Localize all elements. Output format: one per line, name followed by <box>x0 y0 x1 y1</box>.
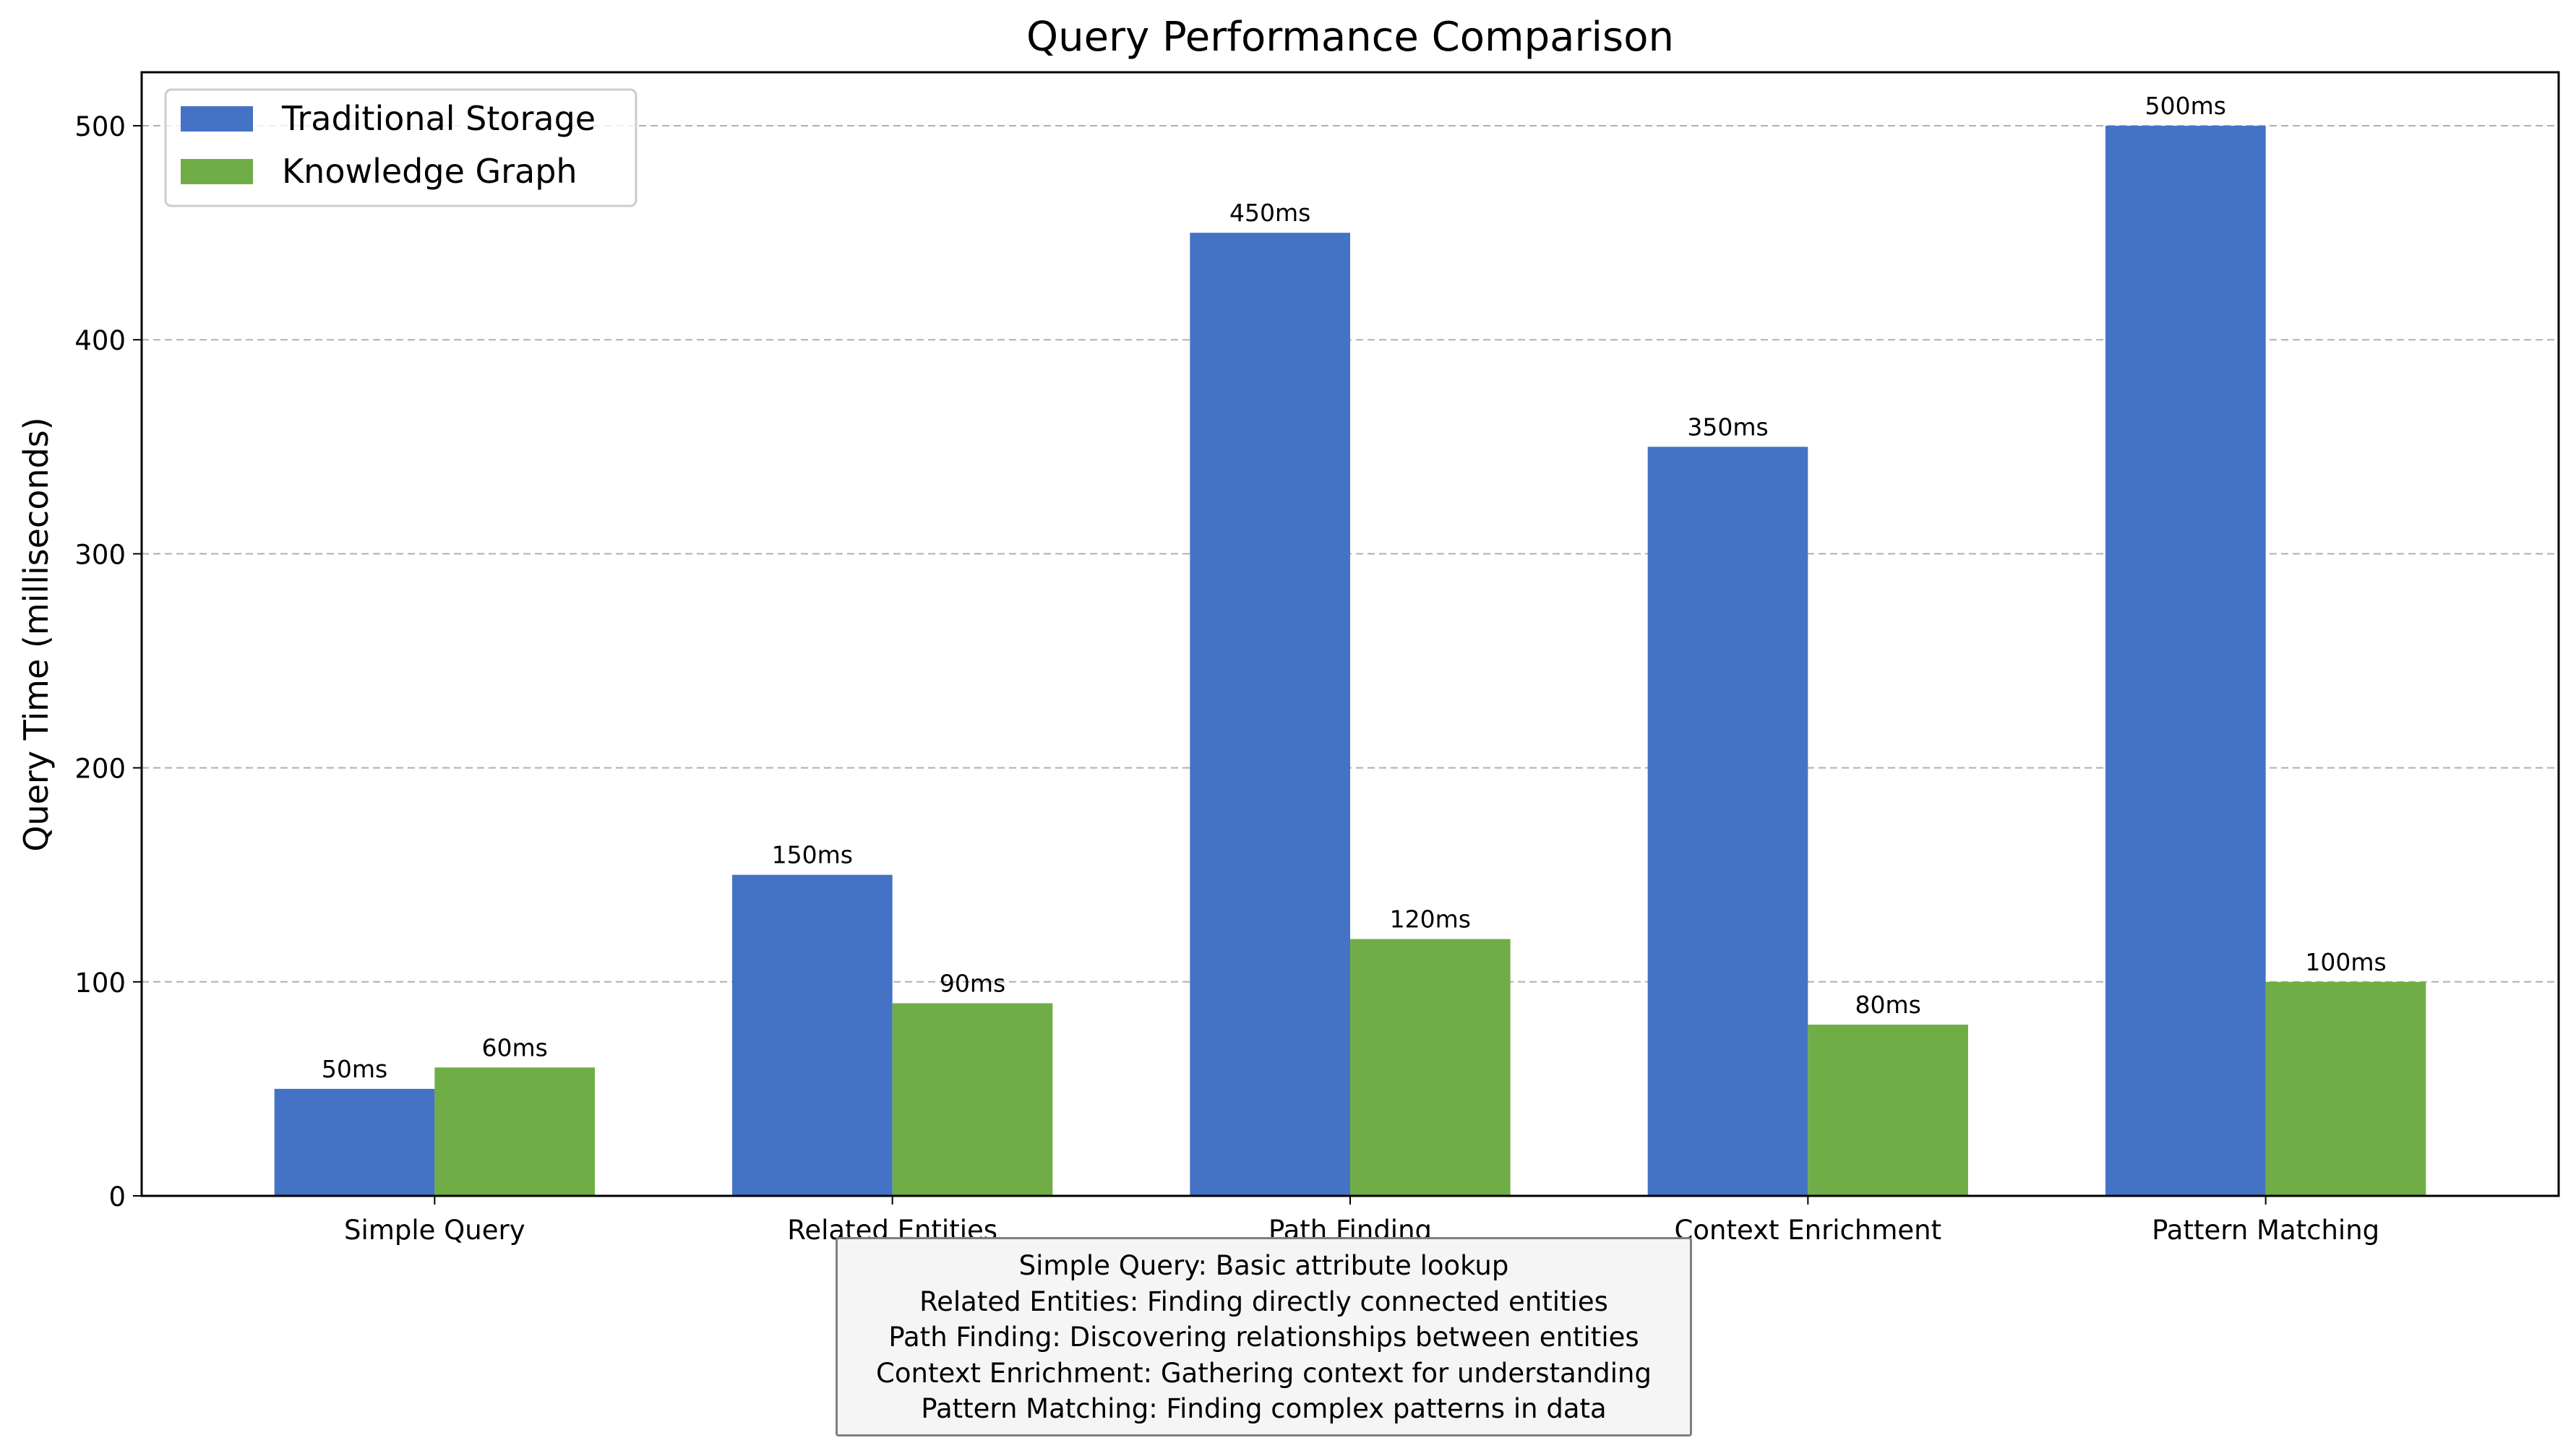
bar-traditional-storage-related-entities <box>732 874 893 1196</box>
bars <box>274 126 2426 1197</box>
data-label-traditional-storage-related-entities: 150ms <box>772 841 853 869</box>
legend-swatch-knowledge-graph <box>181 159 253 184</box>
y-tick-label-400: 400 <box>74 325 126 356</box>
x-tick-label-context-enrichment: Context Enrichment <box>1675 1215 1942 1246</box>
y-tick-label-100: 100 <box>74 968 126 999</box>
y-tick-label-200: 200 <box>74 754 126 785</box>
bar-knowledge-graph-path-finding <box>1350 939 1511 1196</box>
description-simple-query: Simple Query: Basic attribute lookup <box>1018 1250 1509 1281</box>
bar-knowledge-graph-simple-query <box>434 1067 595 1196</box>
data-label-traditional-storage-path-finding: 450ms <box>1229 199 1310 227</box>
chart-title: Query Performance Comparison <box>1026 14 1674 61</box>
legend-frame <box>164 88 637 207</box>
y-tick-label-300: 300 <box>74 539 126 570</box>
data-label-knowledge-graph-related-entities: 90ms <box>940 969 1005 997</box>
data-label-knowledge-graph-path-finding: 120ms <box>1390 905 1471 934</box>
data-label-knowledge-graph-pattern-matching: 100ms <box>2305 948 2386 976</box>
data-label-traditional-storage-pattern-matching: 500ms <box>2145 92 2226 120</box>
bar-traditional-storage-simple-query <box>274 1088 435 1196</box>
description-context-enrichment: Context Enrichment: Gathering context fo… <box>876 1357 1652 1389</box>
x-tick-label-simple-query: Simple Query <box>344 1215 525 1246</box>
legend-swatch-traditional-storage <box>181 106 253 132</box>
y-axis-ticks: 0 100 200 300 400 500 <box>74 111 142 1212</box>
data-label-traditional-storage-context-enrichment: 350ms <box>1687 413 1768 441</box>
bar-knowledge-graph-related-entities <box>892 1003 1053 1196</box>
bar-traditional-storage-pattern-matching <box>2105 126 2266 1197</box>
data-label-knowledge-graph-simple-query: 60ms <box>481 1033 547 1061</box>
bar-traditional-storage-context-enrichment <box>1647 447 1808 1197</box>
legend-label-knowledge-graph: Knowledge Graph <box>282 152 578 191</box>
legend: Traditional Storage Knowledge Graph <box>164 88 637 207</box>
description-path-finding: Path Finding: Discovering relationships … <box>888 1322 1639 1353</box>
description-pattern-matching: Pattern Matching: Finding complex patter… <box>921 1393 1607 1424</box>
bar-knowledge-graph-pattern-matching <box>2265 981 2426 1196</box>
y-tick-label-500: 500 <box>74 111 126 142</box>
data-labels: 50ms 150ms 450ms 350ms 500ms 60ms 90ms 120ms 80m… <box>322 92 2387 1083</box>
x-tick-label-pattern-matching: Pattern Matching <box>2152 1215 2379 1246</box>
bar-knowledge-graph-context-enrichment <box>1808 1025 1968 1196</box>
category-description-box: Simple Query: Basic attribute lookup Rel… <box>836 1237 1692 1436</box>
y-axis-label: Query Time (milliseconds) <box>17 417 56 851</box>
legend-label-traditional-storage: Traditional Storage <box>281 99 596 138</box>
description-related-entities: Related Entities: Finding directly conne… <box>919 1285 1608 1317</box>
data-label-traditional-storage-simple-query: 50ms <box>322 1055 387 1083</box>
bar-traditional-storage-path-finding <box>1190 233 1350 1197</box>
data-label-knowledge-graph-context-enrichment: 80ms <box>1855 991 1920 1019</box>
y-tick-label-0: 0 <box>108 1181 126 1212</box>
